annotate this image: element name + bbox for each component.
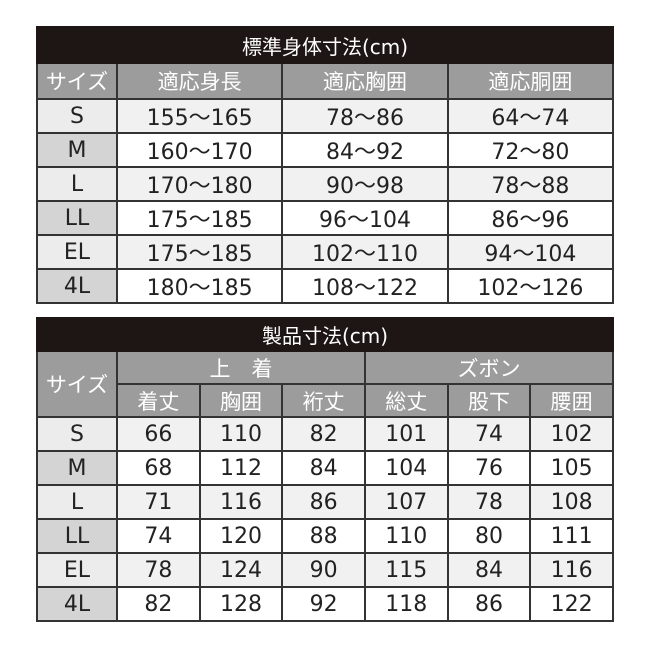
value-cell: 111 — [529, 518, 614, 554]
value-cell: 74 — [116, 518, 201, 554]
value-cell: 110 — [363, 518, 449, 554]
value-cell: 110 — [198, 416, 284, 452]
size-cell: M — [36, 450, 118, 486]
value-cell: 74 — [446, 416, 532, 452]
value-cell: 105 — [529, 450, 614, 486]
value-cell: 84 — [446, 552, 532, 588]
value-cell: 72～80 — [446, 132, 615, 168]
column-header: 裄丈 — [281, 383, 366, 418]
table-row: LL 74 120 88 110 80 111 — [36, 518, 614, 554]
table-row: S 155～165 78～86 64～74 — [36, 98, 615, 134]
value-cell: 102～110 — [281, 234, 449, 270]
value-cell: 108～122 — [281, 268, 449, 304]
value-cell: 64～74 — [446, 98, 615, 134]
value-cell: 160～170 — [115, 132, 284, 168]
column-header: 股下 — [446, 383, 532, 418]
table-row: EL 175～185 102～110 94～104 — [36, 234, 615, 270]
value-cell: 102 — [529, 416, 614, 452]
size-cell: EL — [36, 552, 118, 588]
size-cell: L — [36, 484, 118, 520]
value-cell: 82 — [116, 586, 201, 622]
column-header: 着丈 — [116, 383, 201, 418]
value-cell: 78 — [116, 552, 201, 588]
value-cell: 102～126 — [446, 268, 615, 304]
table-row: M 160～170 84～92 72～80 — [36, 132, 615, 168]
header-row: サイズ 適応身長 適応胸囲 適応胴囲 — [36, 62, 615, 100]
size-cell: L — [36, 166, 118, 202]
table-title: 製品寸法(cm) — [36, 317, 614, 352]
value-cell: 86 — [446, 586, 532, 622]
size-cell: LL — [36, 518, 118, 554]
table-row: L 71 116 86 107 78 108 — [36, 484, 614, 520]
value-cell: 78～88 — [446, 166, 615, 202]
value-cell: 82 — [281, 416, 366, 452]
value-cell: 175～185 — [115, 200, 284, 236]
size-cell: 4L — [36, 586, 118, 622]
table-row: 4L 82 128 92 118 86 122 — [36, 586, 614, 622]
value-cell: 84 — [281, 450, 366, 486]
size-cell: S — [36, 416, 118, 452]
size-cell: EL — [36, 234, 118, 270]
value-cell: 101 — [363, 416, 449, 452]
value-cell: 122 — [529, 586, 614, 622]
size-header: サイズ — [36, 350, 118, 418]
size-cell: S — [36, 98, 118, 134]
table-row: LL 175～185 96～104 86～96 — [36, 200, 615, 236]
product-size-table: 製品寸法(cm) サイズ 上 着 ズボン 着丈 胸囲 裄丈 総丈 股下 腰囲 S… — [36, 317, 615, 622]
column-header: 腰囲 — [529, 383, 614, 418]
value-cell: 90 — [281, 552, 366, 588]
column-header: 胸囲 — [198, 383, 284, 418]
group-header-top: 上 着 — [116, 350, 366, 385]
table-title: 標準身体寸法(cm) — [36, 26, 614, 64]
value-cell: 104 — [363, 450, 449, 486]
table-row: 4L 180～185 108～122 102～126 — [36, 268, 615, 304]
value-cell: 116 — [198, 484, 284, 520]
value-cell: 78～86 — [281, 98, 449, 134]
value-cell: 80 — [446, 518, 532, 554]
value-cell: 68 — [116, 450, 201, 486]
value-cell: 116 — [529, 552, 614, 588]
column-header: 適応胴囲 — [446, 62, 615, 100]
value-cell: 120 — [198, 518, 284, 554]
size-cell: 4L — [36, 268, 118, 304]
value-cell: 90～98 — [281, 166, 449, 202]
column-header: 総丈 — [363, 383, 449, 418]
table-row: M 68 112 84 104 76 105 — [36, 450, 614, 486]
value-cell: 107 — [363, 484, 449, 520]
group-header-row: サイズ 上 着 ズボン — [36, 350, 615, 418]
size-cell: LL — [36, 200, 118, 236]
value-cell: 71 — [116, 484, 201, 520]
table-row: S 66 110 82 101 74 102 — [36, 416, 614, 452]
table-row: L 170～180 90～98 78～88 — [36, 166, 615, 202]
value-cell: 84～92 — [281, 132, 449, 168]
value-cell: 96～104 — [281, 200, 449, 236]
standard-body-size-table: 標準身体寸法(cm) サイズ 適応身長 適応胸囲 適応胴囲 S 155～165 78… — [36, 26, 615, 304]
value-cell: 86 — [281, 484, 366, 520]
value-cell: 112 — [198, 450, 284, 486]
group-header-pants: ズボン — [363, 350, 615, 385]
value-cell: 66 — [116, 416, 201, 452]
value-cell: 78 — [446, 484, 532, 520]
column-header: 適応胸囲 — [281, 62, 449, 100]
value-cell: 115 — [363, 552, 449, 588]
value-cell: 108 — [529, 484, 614, 520]
value-cell: 175～185 — [115, 234, 284, 270]
value-cell: 88 — [281, 518, 366, 554]
column-header: サイズ — [36, 62, 118, 100]
value-cell: 76 — [446, 450, 532, 486]
value-cell: 124 — [198, 552, 284, 588]
table-row: EL 78 124 90 115 84 116 — [36, 552, 614, 588]
column-header: 適応身長 — [115, 62, 284, 100]
header-row: 着丈 胸囲 裄丈 総丈 股下 腰囲 — [37, 383, 614, 418]
value-cell: 86～96 — [446, 200, 615, 236]
value-cell: 118 — [363, 586, 449, 622]
value-cell: 92 — [281, 586, 366, 622]
value-cell: 155～165 — [115, 98, 284, 134]
value-cell: 180～185 — [115, 268, 284, 304]
value-cell: 128 — [198, 586, 284, 622]
value-cell: 94～104 — [446, 234, 615, 270]
value-cell: 170～180 — [115, 166, 284, 202]
size-cell: M — [36, 132, 118, 168]
